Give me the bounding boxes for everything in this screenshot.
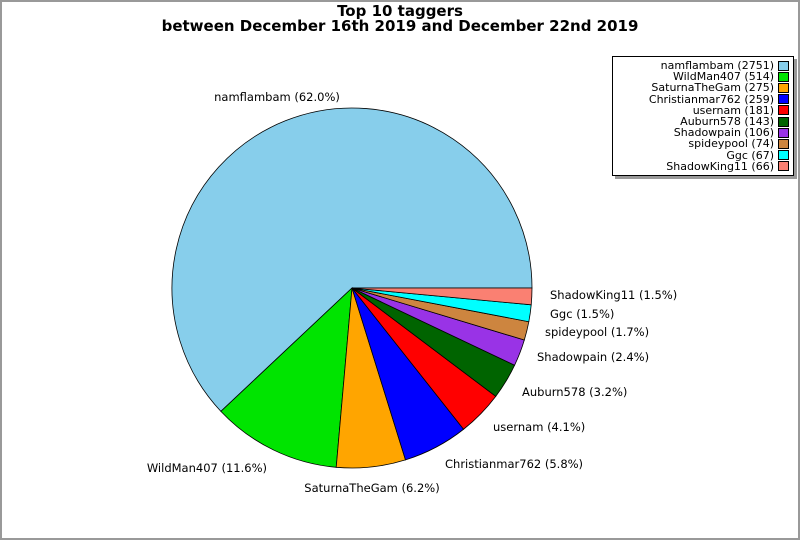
legend: namflambam (2751) WildMan407 (514) Saturna… [612, 56, 794, 176]
legend-item: spideypool (74) [613, 138, 793, 149]
pie-label-usernam: usernam (4.1%) [493, 420, 586, 434]
legend-swatch-Shadowpain [778, 127, 789, 138]
pie-label-Shadowpain: Shadowpain (2.4%) [537, 350, 650, 364]
pie-label-SaturnaTheGam: SaturnaTheGam (6.2%) [304, 481, 440, 495]
legend-label-namflambam: namflambam (2751) [660, 59, 774, 73]
legend-label-Shadowpain: Shadowpain (106) [673, 126, 774, 140]
pie-slice-namflambam [171, 107, 533, 412]
pie-label-Ggc: Ggc (1.5%) [550, 307, 615, 321]
pie-label-Auburn578: Auburn578 (3.2%) [522, 385, 628, 399]
legend-label-Christianmar762: Christianmar762 (259) [648, 92, 774, 106]
legend-label-WildMan407: WildMan407 (514) [672, 70, 774, 84]
legend-swatch-ShadowKing11 [778, 161, 789, 172]
pie-label-ShadowKing11: ShadowKing11 (1.5%) [550, 288, 678, 302]
pie-label-spideypool: spideypool (1.7%) [545, 325, 650, 339]
legend-swatch-namflambam [778, 60, 789, 71]
legend-label-usernam: usernam (181) [692, 103, 774, 117]
legend-item: usernam (181) [613, 105, 793, 116]
chart-title-line2: between December 16th 2019 and December … [161, 17, 639, 35]
legend-swatch-spideypool [778, 138, 789, 149]
legend-item: ShadowKing11 (66) [613, 161, 793, 172]
legend-item: namflambam (2751) [613, 60, 793, 71]
legend-label-spideypool: spideypool (74) [688, 137, 774, 151]
legend-swatch-Ggc [778, 150, 789, 161]
legend-label-Ggc: Ggc (67) [726, 148, 774, 162]
pie-label-Christianmar762: Christianmar762 (5.8%) [445, 457, 584, 471]
pie-slice-WildMan407 [220, 286, 353, 468]
legend-swatch-Christianmar762 [778, 94, 789, 105]
legend-item: WildMan407 (514) [613, 71, 793, 82]
legend-swatch-SaturnaTheGam [778, 82, 789, 93]
chart-title: Top 10 taggers between December 16th 201… [2, 4, 798, 34]
pie-slice-ShadowKing11 [351, 287, 533, 306]
legend-swatch-usernam [778, 105, 789, 116]
legend-label-Auburn578: Auburn578 (143) [680, 115, 774, 129]
legend-item: Christianmar762 (259) [613, 94, 793, 105]
pie-label-namflambam: namflambam (62.0%) [214, 90, 340, 104]
pie-label-WildMan407: WildMan407 (11.6%) [146, 461, 267, 475]
legend-label-SaturnaTheGam: SaturnaTheGam (275) [651, 81, 774, 95]
legend-swatch-Auburn578 [778, 116, 789, 127]
legend-label-ShadowKing11: ShadowKing11 (66) [666, 159, 774, 173]
chart-title-line1: Top 10 taggers [337, 2, 463, 20]
legend-item: Ggc (67) [613, 150, 793, 161]
legend-item: SaturnaTheGam (275) [613, 82, 793, 93]
legend-item: Auburn578 (143) [613, 116, 793, 127]
legend-swatch-WildMan407 [778, 71, 789, 82]
legend-item: Shadowpain (106) [613, 127, 793, 138]
